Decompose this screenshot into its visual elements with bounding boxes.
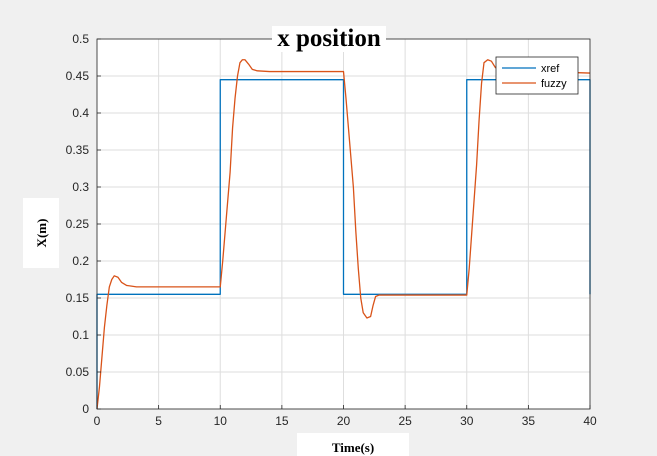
x-tick-label: 35 <box>522 414 536 428</box>
y-tick-label: 0.15 <box>66 291 90 305</box>
x-tick-label: 25 <box>398 414 412 428</box>
x-tick-label: 0 <box>94 414 101 428</box>
y-tick-label: 0 <box>82 402 89 416</box>
legend-label-fuzzy: fuzzy <box>541 78 567 90</box>
x-tick-label: 30 <box>460 414 474 428</box>
x-tick-label: 10 <box>214 414 228 428</box>
y-tick-label: 0.35 <box>66 143 90 157</box>
chart-title: x position <box>277 25 381 52</box>
legend-box <box>495 56 579 95</box>
x-tick-label: 5 <box>155 414 162 428</box>
x-tick-label: 15 <box>275 414 289 428</box>
x-tick-label: 20 <box>337 414 351 428</box>
y-tick-label: 0.3 <box>72 180 89 194</box>
ylabel-background <box>23 198 59 268</box>
x-tick-label: 40 <box>583 414 597 428</box>
y-tick-label: 0.5 <box>72 32 89 46</box>
legend-label-xref: xref <box>541 63 560 75</box>
y-tick-label: 0.4 <box>72 106 89 120</box>
x-axis-label: Time(s) <box>332 440 374 455</box>
y-axis-label: X(m) <box>34 219 49 248</box>
series-line-fuzzy <box>96 59 591 410</box>
y-tick-label: 0.2 <box>72 254 89 268</box>
title-background <box>272 26 386 52</box>
y-tick-label: 0.1 <box>72 328 89 342</box>
y-tick-label: 0.45 <box>66 69 90 83</box>
ticks: 0 5 10 15 20 25 30 35 40 0 0.05 0.1 0.15 0.2 0.25 0.3 0.… <box>66 32 597 428</box>
legend: xref fuzzy <box>495 56 579 95</box>
y-tick-label: 0.25 <box>66 217 90 231</box>
y-tick-label: 0.05 <box>66 365 90 379</box>
xlabel-background <box>297 433 409 456</box>
